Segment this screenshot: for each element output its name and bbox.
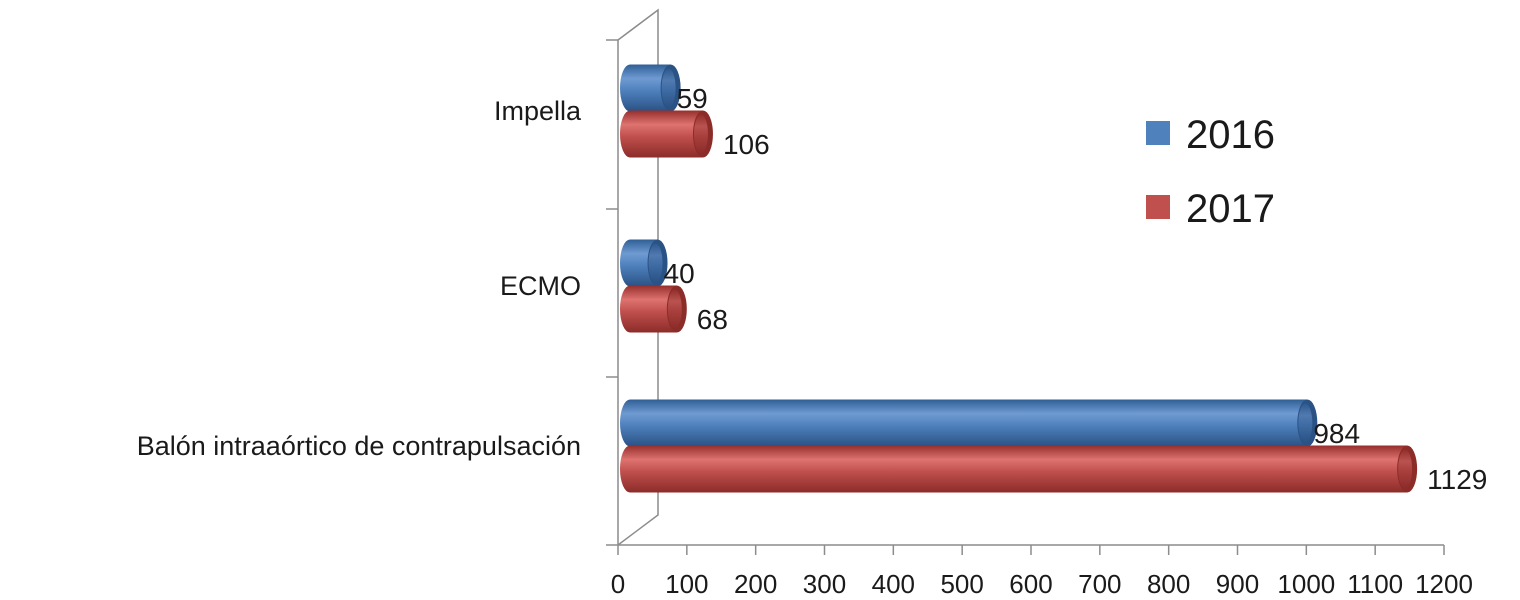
- x-tick-label: 700: [1078, 569, 1121, 599]
- bar-end-highlight: [1398, 449, 1413, 489]
- x-tick-label: 400: [872, 569, 915, 599]
- x-tick-label: 800: [1147, 569, 1190, 599]
- bar-body: [620, 110, 703, 158]
- bar-2017: [620, 285, 687, 333]
- bar-end-highlight: [693, 114, 708, 154]
- legend-swatch-2016: [1146, 121, 1170, 145]
- bar-body: [620, 399, 1308, 447]
- x-tick-label: 500: [940, 569, 983, 599]
- bar-body: [620, 285, 677, 333]
- bar-2016: [620, 399, 1318, 447]
- labels-layer: 0 100 200 300 400 500 600 700 800 900 1000 1100 1200…: [137, 83, 1488, 599]
- bar-end-highlight: [1298, 403, 1313, 443]
- x-tick-label: 200: [734, 569, 777, 599]
- x-tick-label: 600: [1009, 569, 1052, 599]
- category-label: ECMO: [500, 271, 581, 301]
- data-label: 40: [664, 258, 695, 289]
- category-label: Impella: [494, 96, 582, 126]
- bar-body: [620, 239, 658, 287]
- x-tick-label: 100: [665, 569, 708, 599]
- data-label: 68: [697, 304, 728, 335]
- x-tick-label: 900: [1216, 569, 1259, 599]
- legend-label: 2016: [1186, 113, 1275, 157]
- bar-2017: [620, 445, 1418, 493]
- legend: 2016 2017: [1146, 113, 1275, 231]
- bar-body: [620, 64, 671, 112]
- bar-2016: [620, 239, 668, 287]
- bars-layer: [620, 64, 1418, 493]
- x-tick-label: 1100: [1347, 569, 1403, 599]
- legend-swatch-2017: [1146, 195, 1170, 219]
- data-label: 1129: [1427, 464, 1487, 495]
- legend-label: 2017: [1186, 187, 1275, 231]
- bar-end-highlight: [667, 289, 682, 329]
- data-label: 106: [723, 129, 770, 160]
- x-tick-label: 1000: [1277, 569, 1335, 599]
- x-tick-label: 0: [611, 569, 625, 599]
- x-tick-label: 1200: [1415, 569, 1473, 599]
- x-tick-label: 300: [803, 569, 846, 599]
- bar-end-highlight: [661, 68, 676, 108]
- category-label: Balón intraaórtico de contrapulsación: [137, 431, 581, 461]
- data-label: 984: [1313, 418, 1360, 449]
- bar-end-highlight: [648, 243, 663, 283]
- bar-2017: [620, 110, 713, 158]
- bar-2016: [620, 64, 681, 112]
- bar-body: [620, 445, 1408, 493]
- data-label: 59: [677, 83, 708, 114]
